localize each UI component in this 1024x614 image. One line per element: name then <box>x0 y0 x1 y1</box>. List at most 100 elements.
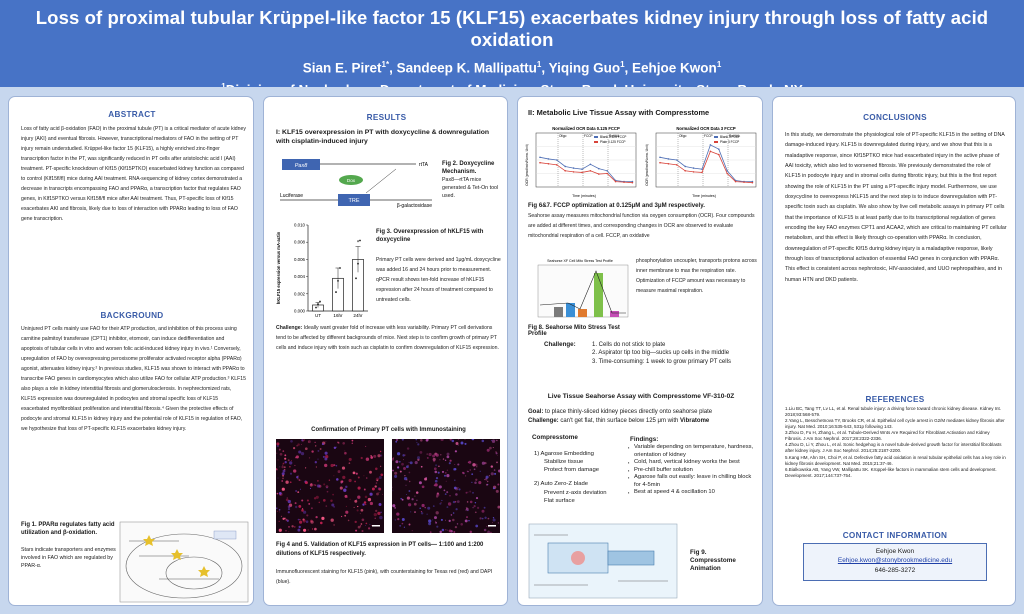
stain-speckle <box>369 523 371 525</box>
metabolic-heading: II: Metabolic Live Tissue Assay with Com… <box>528 108 710 117</box>
legend-swatch <box>714 136 718 138</box>
stain-speckle <box>462 471 464 474</box>
stain-speckle <box>278 528 282 532</box>
stain-speckle <box>469 490 472 493</box>
stain-speckle <box>357 525 361 529</box>
stain-speckle <box>284 517 286 519</box>
stain-speckle <box>365 522 368 525</box>
stain-speckle <box>302 510 307 514</box>
stain-speckle <box>419 507 421 509</box>
stain-speckle <box>288 525 290 528</box>
stain-speckle <box>276 510 279 513</box>
stain-speckle <box>354 480 357 483</box>
stain-speckle <box>397 518 400 521</box>
stain-speckle <box>453 486 457 490</box>
stain-speckle <box>491 439 496 443</box>
stain-speckle <box>467 461 470 464</box>
stain-speckle <box>414 511 416 514</box>
stain-speckle <box>492 517 495 519</box>
stain-speckle <box>355 529 358 532</box>
live-tissue-heading: Live Tissue Seahorse Assay with Compress… <box>547 393 735 400</box>
stain-speckle <box>300 479 302 481</box>
challenge-list: 1. Cells do not stick to plate 2. Aspira… <box>592 341 762 366</box>
series-line <box>539 156 633 182</box>
contact-email-link[interactable]: Eehjoe.kwon@stonybrookmedicine.edu <box>837 557 953 565</box>
element-label: TRE <box>349 198 360 204</box>
stain-speckle <box>449 495 451 497</box>
stain-speckle <box>406 465 409 469</box>
stain-speckle <box>355 472 358 475</box>
stain-speckle <box>285 518 288 521</box>
stain-speckle <box>277 459 279 461</box>
stain-speckle <box>309 487 312 490</box>
stain-speckle <box>402 454 405 457</box>
stain-speckle <box>295 456 297 459</box>
data-point <box>319 300 321 303</box>
series-point <box>606 170 608 172</box>
findings-list: Variable depending on temperature, hardn… <box>628 444 758 497</box>
stain-speckle <box>395 440 398 443</box>
stain-speckle <box>490 465 494 468</box>
stain-speckle <box>394 507 396 509</box>
stain-speckle <box>474 481 477 484</box>
stain-speckle <box>405 494 407 495</box>
stain-speckle <box>308 502 311 505</box>
stain-speckle <box>473 505 476 508</box>
stain-speckle <box>289 472 293 475</box>
challenge2-line: Challenge: can't get flat, thin surface … <box>528 418 710 424</box>
stain-speckle <box>315 466 317 468</box>
series-point <box>598 167 600 170</box>
stain-speckle <box>481 461 485 465</box>
stain-speckle <box>295 505 298 509</box>
stain-speckle <box>365 524 367 526</box>
stain-speckle <box>284 468 286 471</box>
stain-speckle <box>304 481 308 485</box>
stain-speckle <box>297 518 300 521</box>
stain-speckle <box>337 441 339 444</box>
stain-speckle <box>330 518 334 522</box>
reference-item: 6.Bialkowska AB, Yang VW, Mallipattu SK.… <box>785 466 997 478</box>
injection-label: Oligo <box>679 134 687 138</box>
stain-speckle <box>349 498 351 500</box>
stain-speckle <box>277 477 279 479</box>
stain-speckle <box>405 484 407 486</box>
stain-speckle <box>321 443 324 446</box>
stain-speckle <box>449 459 452 462</box>
stain-speckle <box>392 469 394 472</box>
stain-speckle <box>417 443 420 446</box>
title-banner: Loss of proximal tubular Krüppel-like fa… <box>0 0 1024 97</box>
stain-speckle <box>407 503 412 507</box>
stain-speckle <box>392 486 393 488</box>
stain-speckle <box>363 501 367 504</box>
stain-speckle <box>357 486 361 490</box>
stain-speckle <box>446 474 450 478</box>
stain-speckle <box>403 467 406 470</box>
profile-bar <box>594 273 603 317</box>
stain-speckle <box>323 483 326 486</box>
stain-speckle <box>455 487 459 491</box>
contact-name: Eehjoe Kwon <box>875 548 915 555</box>
stain-speckle <box>301 499 304 502</box>
stain-speckle <box>378 492 380 493</box>
stain-speckle <box>375 482 378 484</box>
stain-speckle <box>337 441 340 444</box>
stain-speckle <box>395 438 399 442</box>
stain-speckle <box>492 518 496 522</box>
stain-speckle <box>428 452 432 457</box>
stain-speckle <box>281 465 284 469</box>
references-heading: REFERENCES <box>865 395 925 404</box>
promoter-label: Pax8 <box>295 163 308 169</box>
stain-speckle <box>369 470 372 474</box>
stain-speckle <box>348 457 352 461</box>
stain-speckle <box>311 450 314 453</box>
stain-speckle <box>275 468 278 470</box>
legend-swatch <box>594 136 598 138</box>
stain-speckle <box>282 450 285 452</box>
stain-speckle <box>288 507 290 509</box>
stain-speckle <box>452 512 455 514</box>
stain-speckle <box>410 511 412 513</box>
stain-speckle <box>380 465 382 467</box>
stain-speckle <box>495 452 498 455</box>
stain-speckle <box>457 486 459 489</box>
legend-swatch <box>714 141 718 143</box>
